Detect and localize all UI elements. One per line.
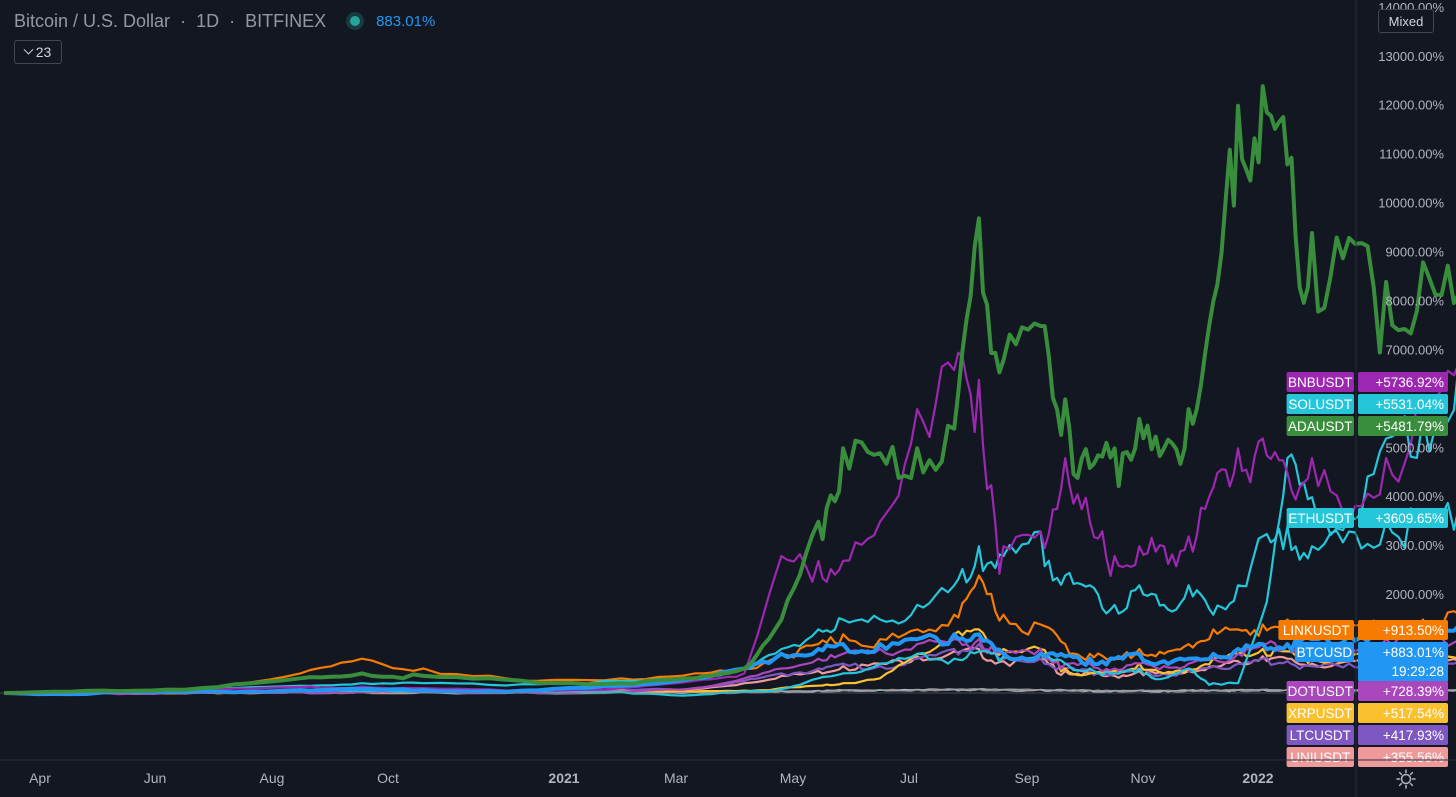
price-axis-label: 8000.00% xyxy=(1385,293,1444,308)
tag-series-value: +5736.92% xyxy=(1375,375,1444,390)
value-tag-btcusd: BTCUSD +883.01% 19:29:28 xyxy=(1294,642,1448,682)
tag-series-value: +913.50% xyxy=(1383,623,1444,638)
price-axis-label: 4000.00% xyxy=(1385,489,1444,504)
series-value-tags: BNBUSDT +5736.92% SOLUSDT +5531.04% ADAUSDT +… xyxy=(1278,372,1448,767)
tag-series-name: UNIUSDT xyxy=(1290,750,1350,765)
price-axis-label: 9000.00% xyxy=(1385,245,1444,260)
tag-series-name: DOTUSDT xyxy=(1288,684,1353,699)
tag-value-bg xyxy=(1358,642,1448,682)
price-axis-label: 7000.00% xyxy=(1385,342,1444,357)
value-tag-linkusdt: LINKUSDT +913.50% xyxy=(1278,620,1448,640)
series-line-bnbusdt[interactable] xyxy=(3,351,1456,695)
tag-value-bg xyxy=(1358,508,1448,528)
tag-value-bg xyxy=(1358,372,1448,392)
time-axis-label: 2021 xyxy=(548,770,579,786)
tag-series-value: +517.54% xyxy=(1383,706,1444,721)
time-axis-label: Mar xyxy=(664,770,688,786)
time-axis-label: Jul xyxy=(900,770,918,786)
gear-icon xyxy=(1396,769,1416,789)
time-axis-label: Nov xyxy=(1131,770,1156,786)
tag-series-name: ETHUSDT xyxy=(1288,511,1352,526)
value-tag-xrpusdt: XRPUSDT +517.54% xyxy=(1286,703,1448,723)
tag-name-bg xyxy=(1286,372,1354,392)
time-axis-label: Oct xyxy=(377,770,399,786)
legend-interval: 1D xyxy=(196,10,220,31)
series-line-adausdt[interactable] xyxy=(3,84,1456,695)
series-line-linkusdt[interactable] xyxy=(3,574,1456,695)
tag-name-bg xyxy=(1286,416,1354,436)
time-axis-label: Apr xyxy=(29,770,51,786)
tag-name-bg xyxy=(1286,725,1354,745)
time-axis-label: Aug xyxy=(260,770,285,786)
tag-value-bg xyxy=(1358,416,1448,436)
time-axis-label: May xyxy=(780,770,806,786)
tag-series-name: ADAUSDT xyxy=(1288,419,1353,434)
price-axis-label: 3000.00% xyxy=(1385,538,1444,553)
tag-value-bg xyxy=(1358,394,1448,414)
tag-series-name: LINKUSDT xyxy=(1283,623,1350,638)
price-axis-label: 10000.00% xyxy=(1378,196,1444,211)
tag-value-bg xyxy=(1358,681,1448,701)
collapsed-series-count: 23 xyxy=(35,44,52,60)
tag-series-value: +728.39% xyxy=(1383,684,1444,699)
tag-name-bg xyxy=(1286,703,1354,723)
tag-countdown: 19:29:28 xyxy=(1391,664,1444,679)
legend-exchange: BITFINEX xyxy=(245,10,327,31)
tag-name-bg xyxy=(1278,620,1354,640)
legend-value: 883.01% xyxy=(376,12,436,30)
time-axis-label: 2022 xyxy=(1242,770,1273,786)
tag-series-value: +5481.79% xyxy=(1375,419,1444,434)
tag-series-name: BNBUSDT xyxy=(1288,375,1353,390)
time-axis-label: Jun xyxy=(144,770,167,786)
value-tag-ltcusdt: LTCUSDT +417.93% xyxy=(1286,725,1448,745)
tag-name-bg xyxy=(1286,747,1354,767)
price-axis-label: 5000.00% xyxy=(1385,440,1444,455)
tag-value-bg xyxy=(1358,620,1448,640)
value-tag-bnbusdt: BNBUSDT +5736.92% xyxy=(1286,372,1448,392)
price-axis-label: 2000.00% xyxy=(1385,587,1444,602)
tag-value-bg xyxy=(1358,703,1448,723)
value-tag-ethusdt: ETHUSDT +3609.65% xyxy=(1286,508,1448,528)
tag-series-value: +5531.04% xyxy=(1375,397,1444,412)
price-axis-label: 12000.00% xyxy=(1378,98,1444,113)
legend-separator: · xyxy=(180,10,187,31)
tag-name-bg xyxy=(1286,508,1354,528)
tag-series-name: BTCUSD xyxy=(1297,645,1353,660)
series-layer xyxy=(3,84,1456,697)
legend-separator: · xyxy=(229,10,236,31)
value-tag-solusdt: SOLUSDT +5531.04% xyxy=(1286,394,1448,414)
series-line-solusdt[interactable] xyxy=(3,350,1456,697)
chart-settings-button[interactable] xyxy=(1393,766,1419,792)
value-tag-uniusdt: UNIUSDT +355.56% xyxy=(1286,747,1448,767)
value-tag-adausdt: ADAUSDT +5481.79% xyxy=(1286,416,1448,436)
status-dot-icon xyxy=(350,16,361,26)
tag-name-bg xyxy=(1286,394,1354,414)
tag-series-value: +883.01% xyxy=(1383,645,1444,660)
collapse-legend-button[interactable]: 23 xyxy=(14,40,62,64)
tag-series-value: +417.93% xyxy=(1383,728,1444,743)
time-axis[interactable]: Apr Jun Aug Oct 2021 Mar May Jul Sep Nov 2022 xyxy=(29,770,1274,786)
scale-mode-button[interactable]: Mixed xyxy=(1378,9,1434,33)
legend-symbol: Bitcoin / U.S. Dollar xyxy=(14,10,171,31)
tag-name-bg xyxy=(1294,642,1354,662)
tag-series-value: +3609.65% xyxy=(1375,511,1444,526)
tag-series-name: SOLUSDT xyxy=(1288,397,1352,412)
tag-value-bg xyxy=(1358,747,1448,767)
price-axis-label: 13000.00% xyxy=(1378,49,1444,64)
tag-value-bg xyxy=(1358,725,1448,745)
tag-series-name: LTCUSDT xyxy=(1290,728,1351,743)
value-tag-dotusdt: DOTUSDT +728.39% xyxy=(1286,681,1448,701)
time-axis-label: Sep xyxy=(1015,770,1040,786)
main-series-legend[interactable]: Bitcoin / U.S. Dollar · 1D · BITFINEX 88… xyxy=(14,9,435,33)
price-axis-label: 11000.00% xyxy=(1379,147,1444,162)
tag-series-value: +355.56% xyxy=(1383,750,1444,765)
tag-name-bg xyxy=(1286,681,1354,701)
chevron-down-icon xyxy=(23,44,34,55)
tag-series-name: XRPUSDT xyxy=(1288,706,1353,721)
